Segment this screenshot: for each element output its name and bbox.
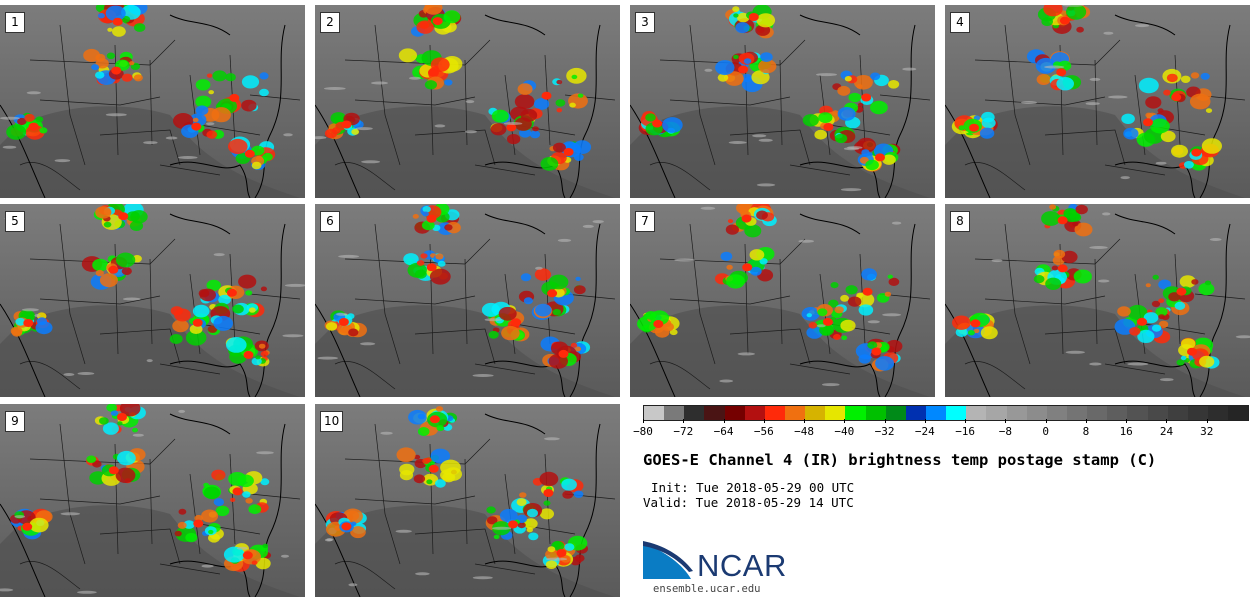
colorbar-tick-label: −40	[834, 425, 855, 438]
panel-number-label: 6	[320, 211, 340, 232]
colorbar-segment	[1228, 406, 1249, 420]
colorbar-tick-mark	[1045, 419, 1047, 423]
colorbar-tick-mark	[643, 419, 644, 423]
panel-number-label: 7	[635, 211, 655, 232]
colorbar-segment	[1127, 406, 1148, 420]
colorbar-segment	[664, 406, 685, 420]
colorbar-tick-label: 32	[1200, 425, 1214, 438]
colorbar-tick-label: −24	[914, 425, 935, 438]
map-panel-6: 6	[315, 204, 620, 397]
colorbar-segment	[825, 406, 846, 420]
colorbar-segment	[986, 406, 1007, 420]
colorbar-tick-mark	[1206, 419, 1208, 423]
colorbar-ticks: −80 −72 −64 −56 −48 −40 −32 −24 −16 −8 0 8 16 24 32	[633, 419, 1247, 443]
colorbar-tick-mark	[763, 419, 765, 423]
colorbar-tick-mark	[1126, 419, 1128, 423]
ir-satellite-map	[315, 404, 620, 597]
map-panel-9: 9	[0, 404, 305, 597]
colorbar-tick-label: 16	[1119, 425, 1133, 438]
map-panel-4: 4	[945, 5, 1250, 198]
ir-satellite-map	[0, 5, 305, 198]
panel-number-label: 8	[950, 211, 970, 232]
colorbar-tick-mark	[1085, 419, 1087, 423]
map-panel-2: 2	[315, 5, 620, 198]
valid-time: Valid: Tue 2018-05-29 14 UTC	[643, 495, 854, 510]
figure-title: GOES-E Channel 4 (IR) brightness temp po…	[643, 451, 1157, 469]
colorbar-segment	[1026, 406, 1047, 420]
colorbar-segment	[905, 406, 926, 420]
colorbar-tick-label: −16	[955, 425, 976, 438]
ir-satellite-map	[0, 404, 305, 597]
colorbar-segment	[1167, 406, 1188, 420]
map-panel-1: 1	[0, 5, 305, 198]
colorbar-tick-mark	[683, 419, 685, 423]
colorbar-tick-mark	[804, 419, 806, 423]
colorbar-segment	[1046, 406, 1067, 420]
colorbar-segment	[845, 406, 866, 420]
colorbar-segment	[925, 406, 947, 420]
ir-satellite-map	[630, 204, 935, 397]
panel-number-label: 10	[320, 411, 344, 432]
colorbar-tick-mark	[884, 419, 886, 423]
ir-satellite-map	[315, 204, 620, 397]
ir-satellite-map	[630, 5, 935, 198]
colorbar-tick-label: −48	[794, 425, 814, 438]
colorbar-segment	[644, 406, 665, 420]
ncar-logo-icon	[643, 541, 693, 579]
colorbar-segment	[1187, 406, 1208, 420]
colorbar-tick-label: 0	[1042, 425, 1049, 438]
colorbar-tick-mark	[965, 419, 967, 423]
colorbar-tick-mark	[844, 419, 846, 423]
colorbar-tick-label: −64	[713, 425, 734, 438]
colorbar-segment	[1006, 406, 1027, 420]
colorbar-segment	[1087, 406, 1108, 420]
panel-number-label: 2	[320, 12, 340, 33]
panel-number-label: 4	[950, 12, 970, 33]
colorbar-segment	[865, 406, 886, 420]
site-url: ensemble.ucar.edu	[653, 583, 761, 595]
panel-number-label: 3	[635, 12, 655, 33]
map-panel-3: 3	[630, 5, 935, 198]
colorbar-segment	[805, 406, 826, 420]
colorbar-segment	[724, 406, 745, 420]
panel-number-label: 1	[5, 12, 25, 33]
colorbar-segment	[704, 406, 725, 420]
ir-satellite-map	[0, 204, 305, 397]
colorbar-segment	[1207, 406, 1229, 420]
colorbar-tick-label: −8	[998, 425, 1013, 438]
colorbar-tick-mark	[1005, 419, 1007, 423]
init-time: Init: Tue 2018-05-29 00 UTC	[651, 480, 855, 495]
colorbar-segment	[784, 406, 806, 420]
ir-satellite-map	[945, 5, 1250, 198]
temperature-colorbar	[643, 405, 1249, 421]
colorbar-segment	[946, 406, 967, 420]
ncar-wordmark: NCAR	[697, 548, 787, 583]
panel-number-label: 5	[5, 211, 25, 232]
ir-satellite-map	[315, 5, 620, 198]
panel-number-label: 9	[5, 411, 25, 432]
map-panel-10: 10	[315, 404, 620, 597]
map-panel-8: 8	[945, 204, 1250, 397]
colorbar-tick-label: 24	[1159, 425, 1174, 438]
colorbar-segment	[684, 406, 705, 420]
colorbar-segment	[1107, 406, 1128, 420]
colorbar-tick-label: −80	[633, 425, 653, 438]
colorbar-segment	[885, 406, 906, 420]
ir-satellite-map	[945, 204, 1250, 397]
colorbar-tick-label: −32	[874, 425, 895, 438]
colorbar-segment	[764, 406, 785, 420]
colorbar-segment	[1066, 406, 1088, 420]
colorbar-tick-mark	[924, 419, 926, 423]
colorbar-segment	[966, 406, 987, 420]
colorbar-segment	[1147, 406, 1168, 420]
colorbar-tick-mark	[723, 419, 725, 423]
map-panel-5: 5	[0, 204, 305, 397]
colorbar-tick-label: −72	[673, 425, 694, 438]
colorbar-tick-label: −56	[753, 425, 774, 438]
map-panel-7: 7	[630, 204, 935, 397]
colorbar-tick-mark	[1166, 419, 1168, 423]
colorbar-segment	[744, 406, 765, 420]
colorbar-tick-label: 8	[1082, 425, 1090, 438]
